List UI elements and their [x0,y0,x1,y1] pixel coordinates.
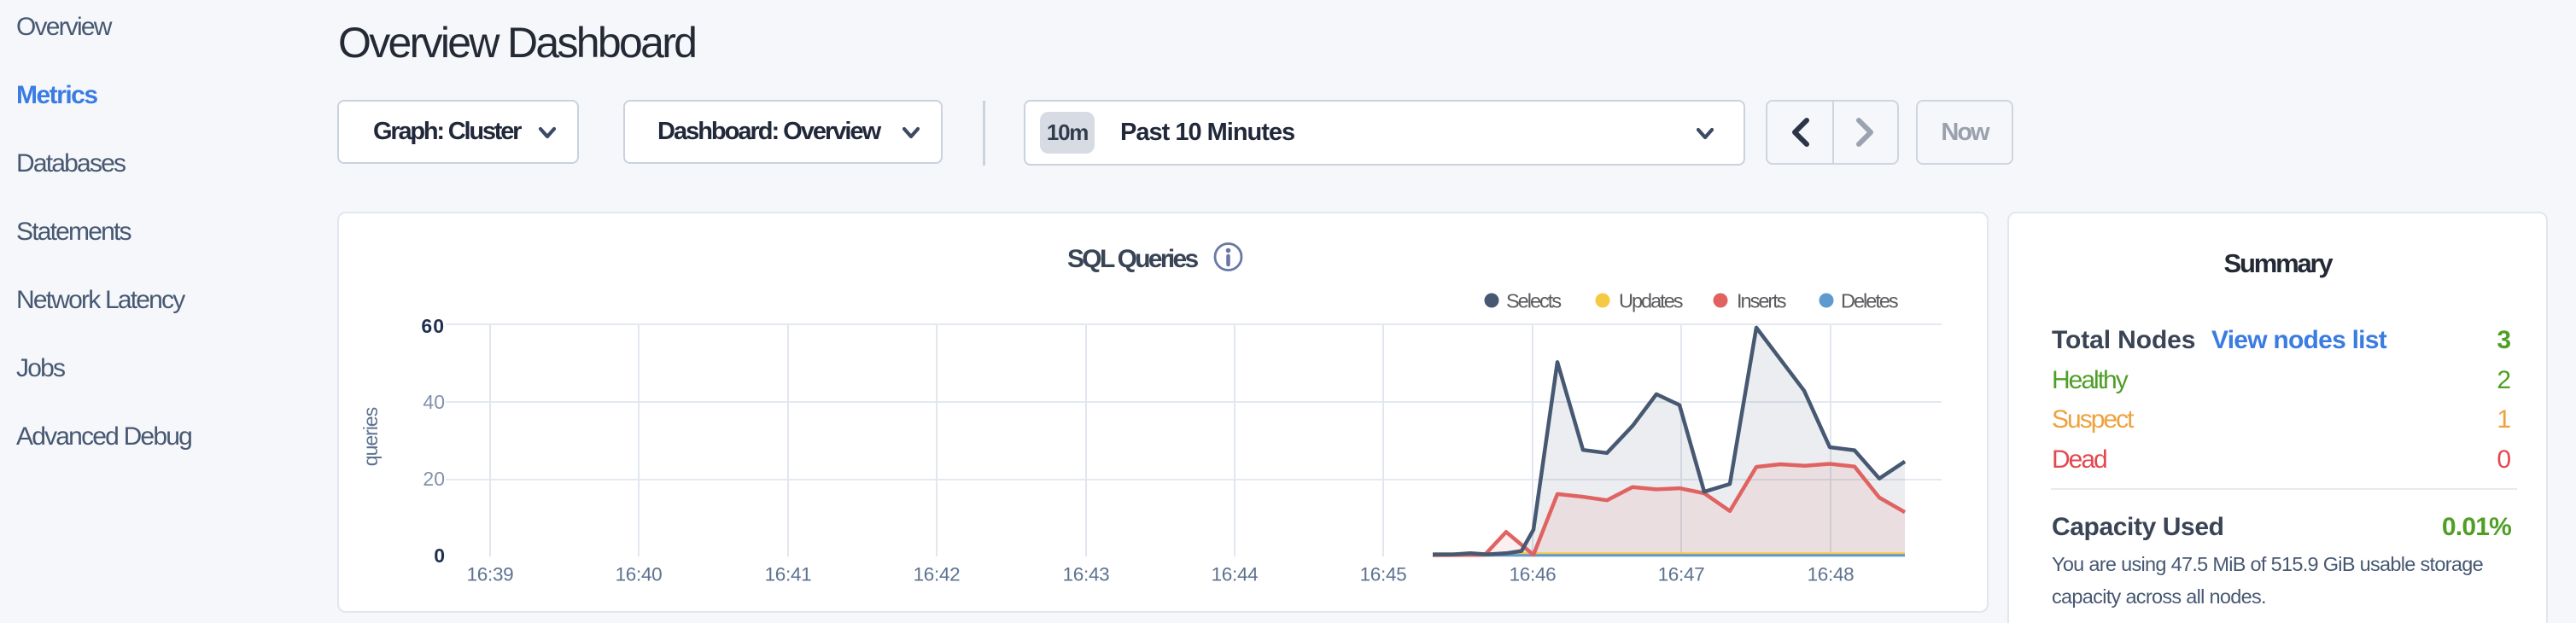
svg-text:Deletes: Deletes [1841,290,1898,312]
svg-text:Inserts: Inserts [1737,290,1786,312]
svg-text:SQL Queries: SQL Queries [1067,245,1199,273]
svg-text:60: 60 [421,315,445,337]
svg-text:16:40: 16:40 [616,564,663,585]
svg-text:0: 0 [434,544,445,567]
svg-text:16:48: 16:48 [1808,564,1855,585]
svg-text:16:42: 16:42 [914,564,961,585]
svg-text:Updates: Updates [1619,290,1683,312]
svg-text:16:46: 16:46 [1510,564,1557,585]
svg-text:40: 40 [423,391,445,413]
svg-text:queries: queries [359,407,382,466]
svg-text:16:43: 16:43 [1063,564,1110,585]
svg-text:16:45: 16:45 [1360,564,1407,585]
svg-text:16:39: 16:39 [467,564,514,585]
svg-text:16:47: 16:47 [1658,564,1705,585]
svg-text:Selects: Selects [1506,290,1561,312]
svg-text:16:41: 16:41 [765,564,812,585]
svg-text:16:44: 16:44 [1212,564,1259,585]
svg-text:20: 20 [423,468,445,490]
